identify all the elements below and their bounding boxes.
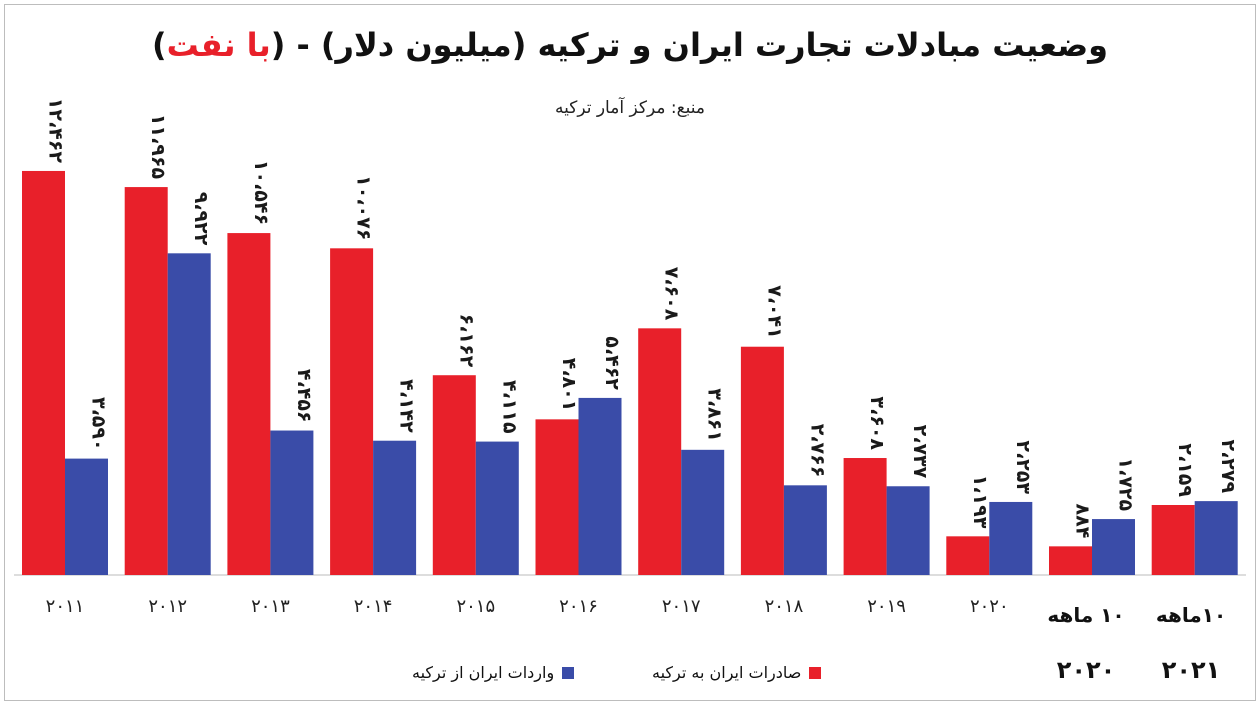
legend-imports-swatch xyxy=(562,666,575,679)
bar-exports-4 xyxy=(432,375,476,575)
value-label-imports-0: ۳،۵۹۰ xyxy=(88,397,110,451)
legend-exports-label: صادرات ایران به ترکیه xyxy=(652,663,802,682)
bar-imports-11 xyxy=(1194,501,1238,575)
x-tick-label-3: ۲۰۱۴ xyxy=(354,596,393,617)
x-tick-label-2: ۲۰۱۳ xyxy=(251,596,290,617)
bar-exports-3 xyxy=(330,248,374,575)
value-label-imports-4: ۴،۱۱۵ xyxy=(498,380,520,434)
source-note: منبع: مرکز آمار ترکیه xyxy=(555,98,705,118)
bar-imports-3 xyxy=(373,440,417,575)
period-2020-label: ۱۰ ماهه xyxy=(1047,603,1125,627)
bar-exports-9 xyxy=(946,536,990,575)
legend-exports: صادرات ایران به ترکیه xyxy=(652,663,822,682)
value-label-exports-9: ۱،۱۹۳ xyxy=(969,475,991,529)
bar-exports-6 xyxy=(638,328,682,575)
value-label-imports-3: ۴،۱۴۲ xyxy=(396,379,418,433)
x-tick-label-0: ۲۰۱۱ xyxy=(46,596,85,617)
bar-exports-1 xyxy=(124,187,168,575)
value-label-imports-11: ۲،۲۷۹ xyxy=(1217,440,1239,494)
value-label-exports-2: ۱۰،۵۴۶ xyxy=(250,160,272,225)
value-label-imports-6: ۳،۸۶۱ xyxy=(704,388,726,442)
period-2021-year: ۲۰۲۱ xyxy=(1161,656,1221,684)
value-label-imports-8: ۲،۷۳۷ xyxy=(909,425,931,479)
value-label-exports-3: ۱۰،۰۷۶ xyxy=(353,175,375,240)
bar-exports-5 xyxy=(535,419,579,575)
title-close: ) xyxy=(151,26,167,64)
bar-exports-8 xyxy=(843,458,887,575)
bar-exports-7 xyxy=(740,346,784,575)
title-highlight: با نفت xyxy=(166,26,271,64)
bar-imports-2 xyxy=(270,430,314,575)
bar-exports-10 xyxy=(1049,546,1092,575)
value-label-exports-10: ۸۸۴ xyxy=(1072,504,1094,539)
bar-imports-4 xyxy=(475,441,519,575)
bar-exports-0 xyxy=(22,170,65,575)
legend-exports-swatch xyxy=(809,666,822,679)
value-label-imports-2: ۴،۴۵۶ xyxy=(293,369,315,423)
value-label-exports-5: ۴،۸۰۱ xyxy=(558,358,580,412)
value-label-exports-7: ۷،۰۴۱ xyxy=(763,285,785,339)
x-tick-label-4: ۲۰۱۵ xyxy=(456,596,495,617)
bar-imports-10 xyxy=(1092,519,1135,575)
bar-imports-6 xyxy=(681,449,725,575)
bar-imports-0 xyxy=(65,458,108,575)
value-label-exports-11: ۲،۱۵۹ xyxy=(1174,443,1196,497)
value-label-exports-4: ۶،۱۶۲ xyxy=(455,314,477,368)
x-tick-label-1: ۲۰۱۲ xyxy=(148,596,187,617)
value-label-imports-9: ۲،۲۵۳ xyxy=(1012,440,1034,494)
value-label-exports-6: ۷،۶۰۸ xyxy=(661,267,683,321)
chart-title: وضعیت مبادلات تجارت ایران و ترکیه (میلیو… xyxy=(0,26,1260,64)
value-label-imports-1: ۹،۹۲۲ xyxy=(190,192,212,246)
value-label-exports-1: ۱۱،۹۶۵ xyxy=(147,114,169,180)
bar-exports-2 xyxy=(227,233,271,575)
value-label-imports-5: ۵،۴۶۲ xyxy=(601,336,623,390)
bar-imports-5 xyxy=(578,397,622,575)
value-label-exports-8: ۳،۶۰۸ xyxy=(866,396,888,450)
period-2021-label: ۱۰ماهه xyxy=(1155,603,1227,627)
bar-imports-1 xyxy=(167,253,211,575)
period-2020-year: ۲۰۲۰ xyxy=(1056,656,1116,684)
value-label-exports-0: ۱۲،۴۶۲ xyxy=(45,98,67,164)
bar-imports-8 xyxy=(886,486,930,575)
value-label-imports-10: ۱،۷۲۵ xyxy=(1115,457,1137,511)
title-main: وضعیت مبادلات تجارت ایران و ترکیه (میلیو… xyxy=(270,26,1109,64)
legend-imports-label: واردات ایران از ترکیه xyxy=(412,663,555,682)
x-tick-label-8: ۲۰۱۹ xyxy=(867,596,906,617)
bar-imports-9 xyxy=(989,501,1033,575)
bar-imports-7 xyxy=(783,485,827,575)
x-tick-label-9: ۲۰۲۰ xyxy=(970,596,1009,617)
legend-imports: واردات ایران از ترکیه xyxy=(412,663,575,682)
chart-frame xyxy=(4,4,1256,701)
x-tick-label-5: ۲۰۱۶ xyxy=(559,596,598,617)
value-label-imports-7: ۲،۷۶۶ xyxy=(806,424,828,478)
x-tick-label-6: ۲۰۱۷ xyxy=(662,596,701,617)
bar-exports-11 xyxy=(1151,505,1195,575)
x-tick-label-7: ۲۰۱۸ xyxy=(765,596,804,617)
